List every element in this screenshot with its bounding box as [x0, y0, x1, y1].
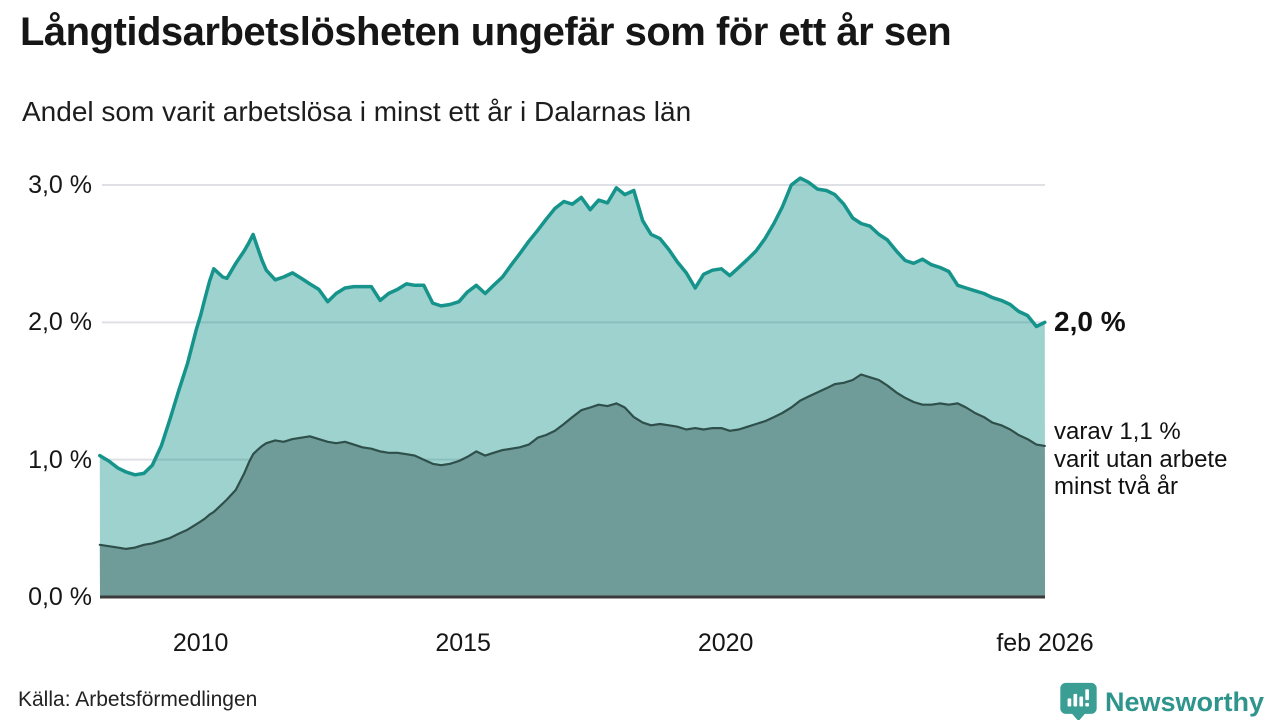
- series-area-1: [99, 374, 1046, 597]
- series-end-value-label: 2,0 %: [1054, 306, 1126, 337]
- newsworthy-logo[interactable]: Newsworthy: [1060, 682, 1264, 720]
- page-subtitle: Andel som varit arbetslösa i minst ett å…: [22, 96, 692, 127]
- y-axis-label: 3,0 %: [28, 171, 92, 199]
- x-axis-label: 2015: [435, 629, 491, 657]
- y-axis-label: 0,0 %: [28, 583, 92, 611]
- x-axis-label: 2010: [172, 629, 229, 657]
- x-axis-label: 2020: [697, 629, 754, 657]
- annotation-line-2: varit utan arbete: [1054, 445, 1228, 473]
- y-axis-label: 1,0 %: [28, 445, 92, 474]
- x-axis-label: feb 2026: [996, 629, 1094, 657]
- series-line-0: [98, 176, 1047, 477]
- annotation-line-3: minst två år: [1054, 473, 1179, 500]
- newsworthy-wordmark: Newsworthy: [1104, 686, 1264, 717]
- secondary-series-annotation: varav 1,1 % varit utan arbete minst två …: [1054, 418, 1227, 501]
- annotation-line-1: varav 1,1 %: [1054, 418, 1181, 445]
- y-axis-label: 2,0 %: [28, 308, 92, 337]
- newsworthy-bubble-chart-icon: [1060, 682, 1097, 720]
- source-caption: Källa: Arbetsförmedlingen: [18, 688, 258, 711]
- series-line-1: [98, 373, 1046, 550]
- page-title: Långtidsarbetslösheten ungefär som för e…: [20, 10, 952, 54]
